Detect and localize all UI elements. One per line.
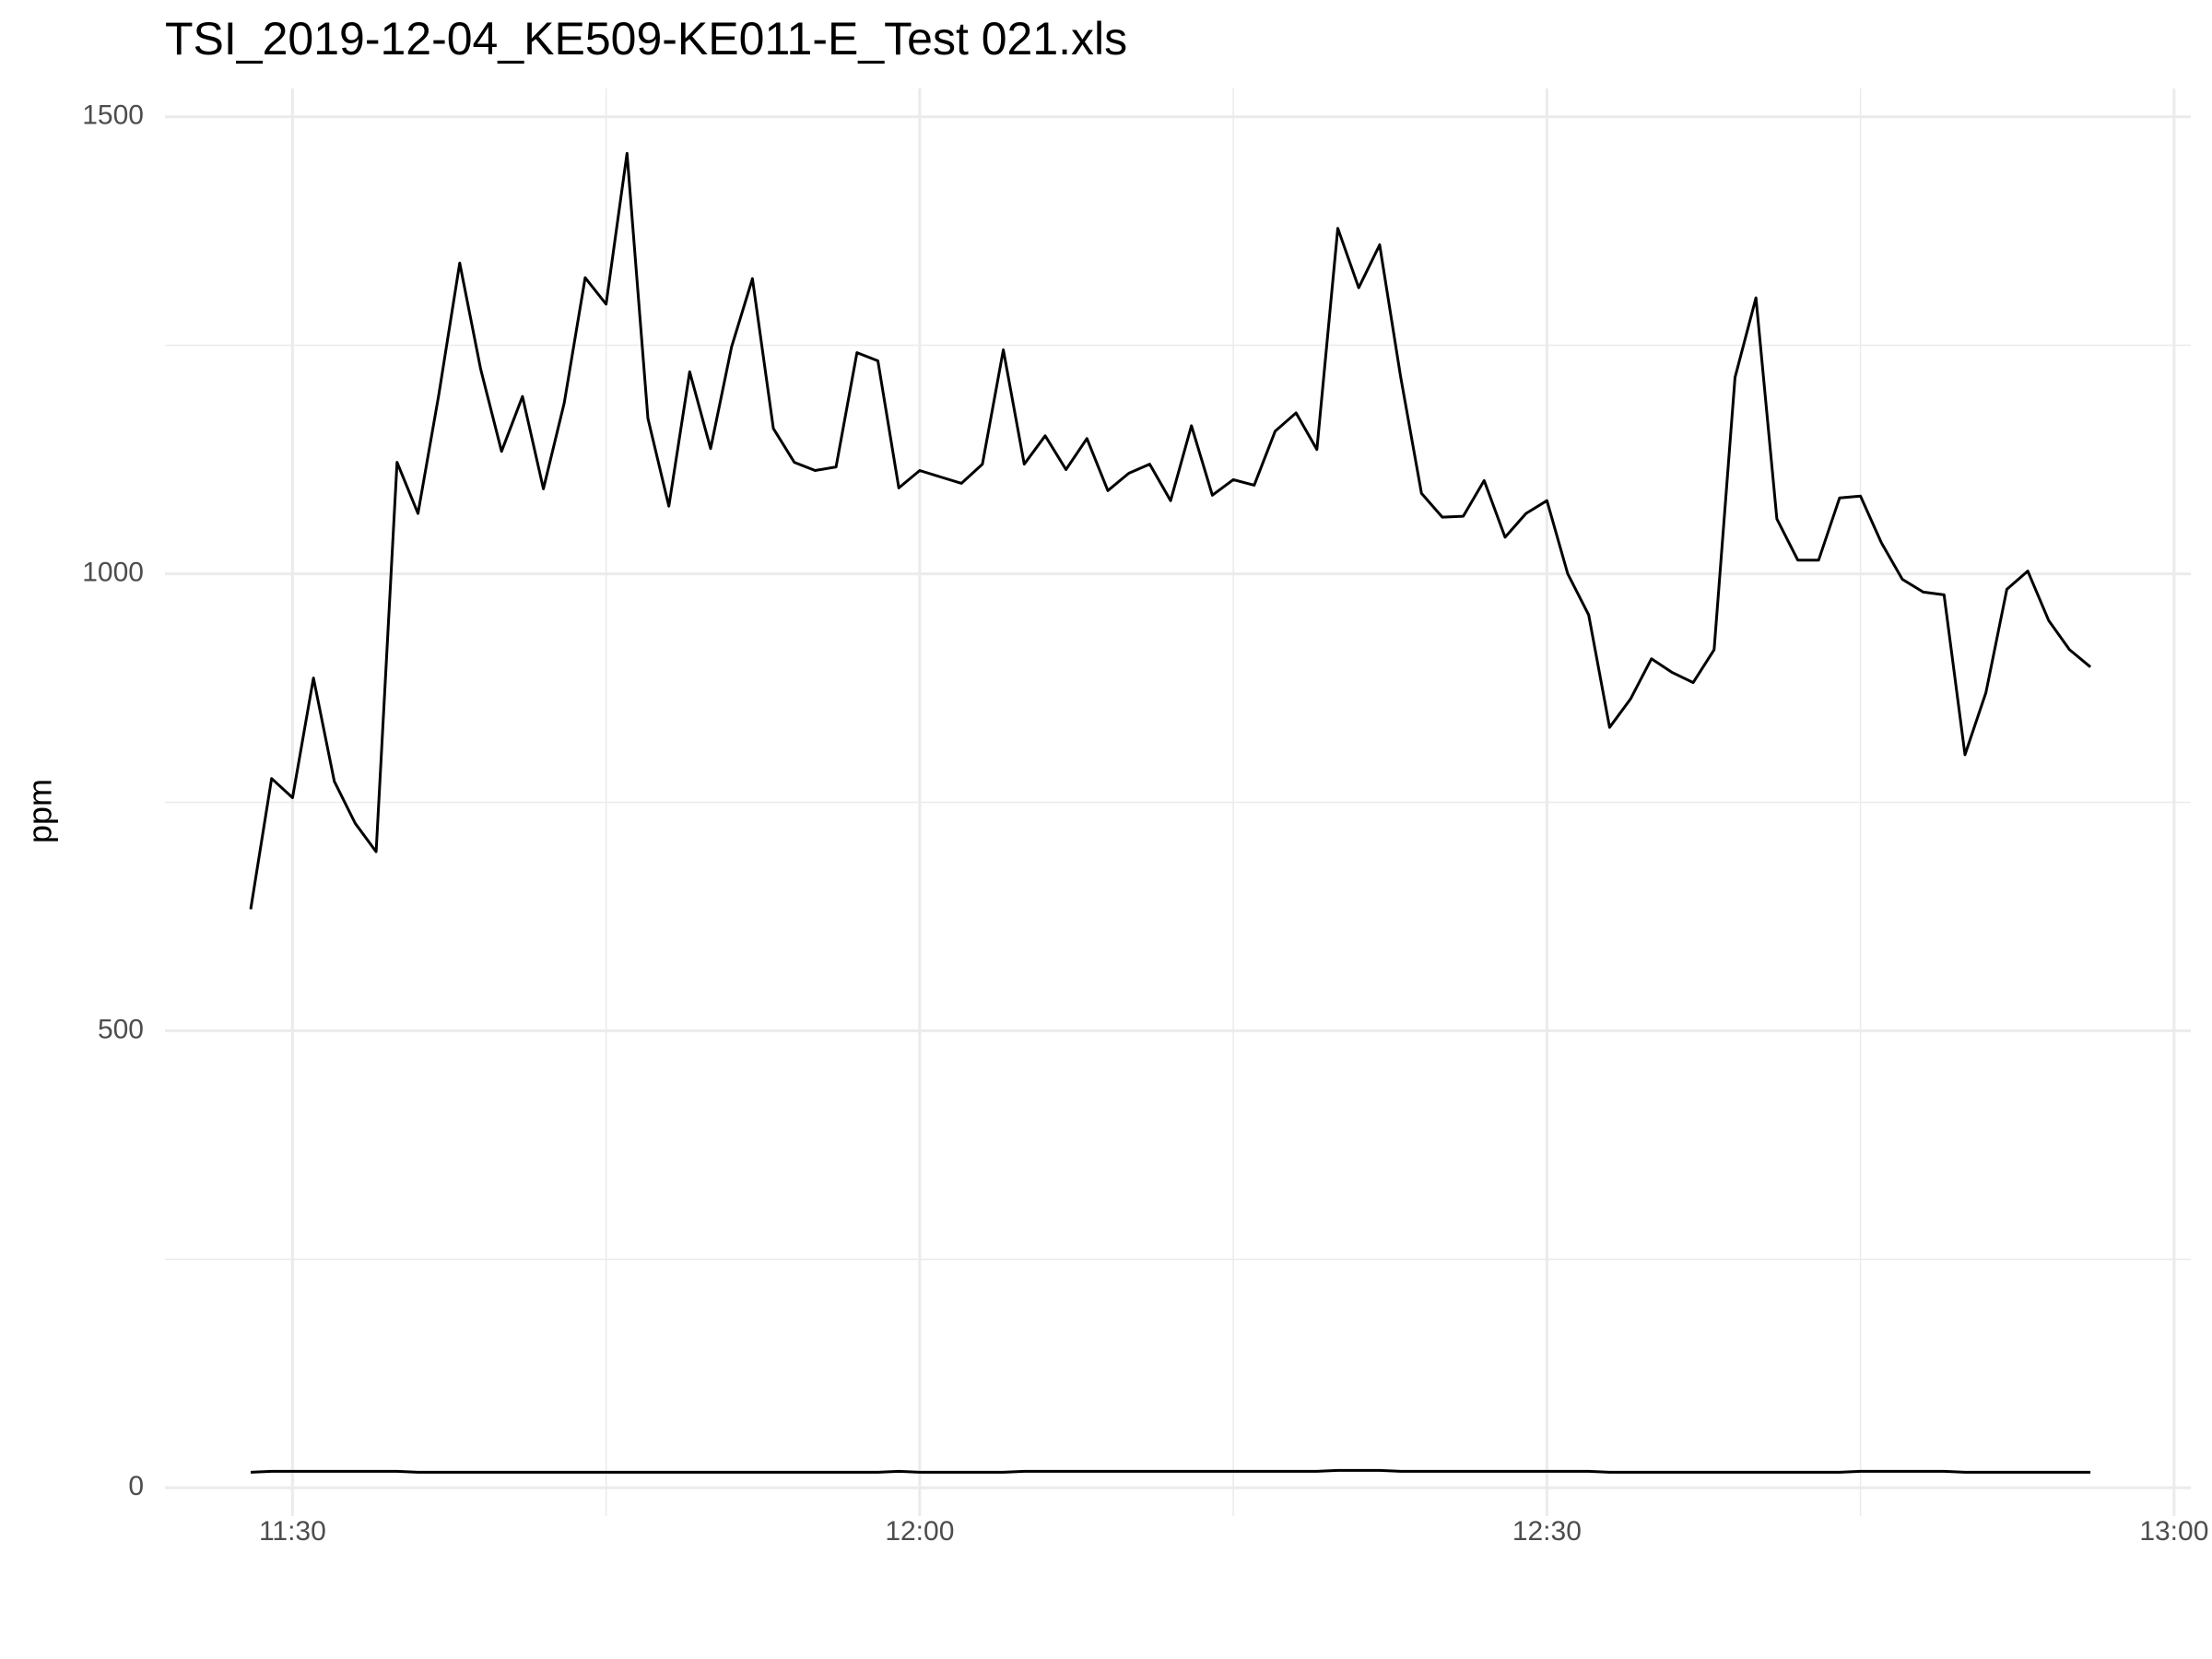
x-tick-label: 12:00 [885,1516,954,1547]
y-axis-label: ppm [21,779,59,843]
data-line [250,1468,2091,1474]
y-tick-label: 500 [98,1014,144,1044]
x-tick-label: 12:30 [1512,1516,1582,1547]
chart-title: TSI_2019-12-04_KE509-KE011-E_Test 021.xl… [165,13,1127,65]
y-tick-label: 0 [128,1471,144,1501]
y-tick-label: 1000 [82,558,144,588]
y-tick-label: 1500 [82,100,144,131]
x-tick-label: 11:30 [259,1516,326,1547]
x-tick-label: 13:00 [2139,1516,2208,1547]
data-line [249,151,2092,910]
